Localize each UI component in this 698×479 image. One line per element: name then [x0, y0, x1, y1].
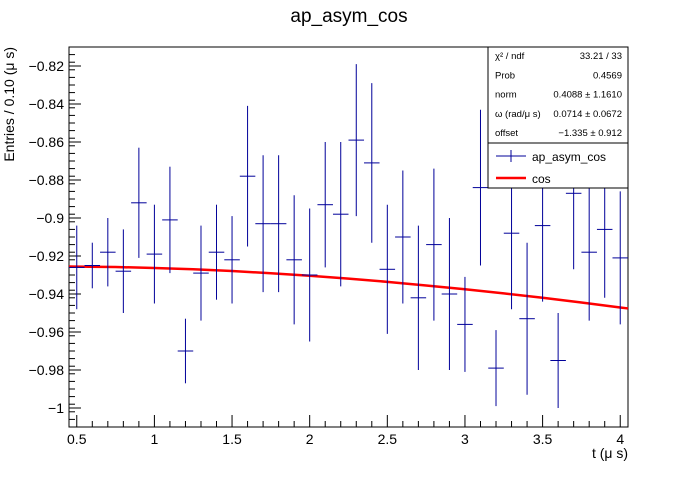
legend-label-data: ap_asym_cos — [532, 150, 606, 164]
data-point — [581, 183, 597, 321]
y-tick-label: −0.94 — [29, 286, 65, 302]
data-point — [255, 155, 271, 293]
data-point — [146, 204, 163, 304]
y-tick-label: −1 — [48, 400, 64, 416]
data-point — [239, 105, 256, 247]
legend-label-fit: cos — [532, 172, 551, 186]
data-point — [441, 218, 458, 370]
data-point — [131, 147, 147, 258]
chart-title: ap_asym_cos — [290, 6, 407, 27]
data-point — [224, 216, 240, 304]
y-tick-label: −0.84 — [29, 96, 65, 112]
data-point — [426, 168, 442, 321]
data-point — [69, 225, 85, 310]
fit-line-cos — [68, 265, 629, 310]
data-points — [69, 64, 628, 408]
stats-label: ω (rad/μ s) — [495, 109, 541, 120]
data-point — [301, 208, 318, 342]
stats-label: χ² / ndf — [495, 51, 525, 62]
data-point — [100, 218, 116, 287]
stats-value: 0.0714 ± 0.0672 — [553, 109, 622, 120]
data-point — [286, 195, 302, 325]
y-tick-label: −0.88 — [29, 172, 65, 188]
x-tick-label: 1 — [151, 431, 159, 447]
stats-label: Prob — [495, 70, 515, 81]
y-tick-label: −0.86 — [29, 134, 65, 150]
data-point — [332, 142, 349, 287]
stats-label: offset — [495, 128, 518, 139]
data-point — [177, 318, 194, 384]
data-point — [115, 229, 132, 313]
data-point — [457, 276, 473, 372]
y-axis-label: Entries / 0.10 (μ s) — [1, 47, 17, 162]
x-tick-label: 2 — [306, 431, 314, 447]
data-point — [348, 64, 365, 217]
data-point — [472, 109, 489, 266]
fit-curve — [68, 265, 629, 310]
x-tick-label: 4 — [616, 431, 624, 447]
y-tick-label: −0.9 — [36, 210, 64, 226]
x-tick-label: 0.5 — [67, 431, 87, 447]
data-point — [208, 204, 225, 300]
data-point — [395, 170, 411, 304]
x-tick-label: 3 — [461, 431, 469, 447]
x-axis-label: t (μ s) — [592, 445, 628, 461]
stats-value: 0.4569 — [593, 70, 622, 81]
y-tick-label: −0.82 — [29, 58, 65, 74]
y-tick-label: −0.96 — [29, 324, 65, 340]
y-tick-label: −0.92 — [29, 248, 65, 264]
data-point — [550, 313, 566, 408]
data-point — [270, 155, 287, 293]
y-tick-label: −0.98 — [29, 362, 65, 378]
stats-value: 33.21 / 33 — [580, 51, 622, 62]
x-axis: 0.5 1 1.5 2 2.5 3 3.5 4 — [67, 415, 624, 447]
data-point — [488, 330, 504, 407]
data-point — [612, 191, 628, 325]
data-point — [317, 142, 333, 268]
stats-value: −1.335 ± 0.912 — [558, 128, 622, 139]
data-point — [162, 166, 178, 274]
x-tick-label: 1.5 — [222, 431, 242, 447]
stats-box: χ² / ndf 33.21 / 33 Prob 0.4569 norm 0.4088 ±… — [487, 46, 629, 144]
data-point — [519, 242, 535, 395]
y-axis: −1 −0.98 −0.96 −0.94 −0.92 −0.9 −0.88 −0.86 −0.8… — [29, 46, 81, 428]
data-point — [364, 83, 380, 243]
x-tick-label: 2.5 — [378, 431, 398, 447]
x-tick-label: 3.5 — [533, 431, 553, 447]
stats-value: 0.4088 ± 1.1610 — [553, 90, 622, 101]
data-point — [193, 225, 209, 321]
stats-label: norm — [495, 90, 517, 101]
data-point — [379, 204, 396, 334]
data-point — [410, 225, 427, 370]
data-point — [84, 242, 101, 289]
legend-entry-data: ap_asym_cos — [496, 150, 606, 164]
legend-entry-fit: cos — [496, 172, 551, 186]
